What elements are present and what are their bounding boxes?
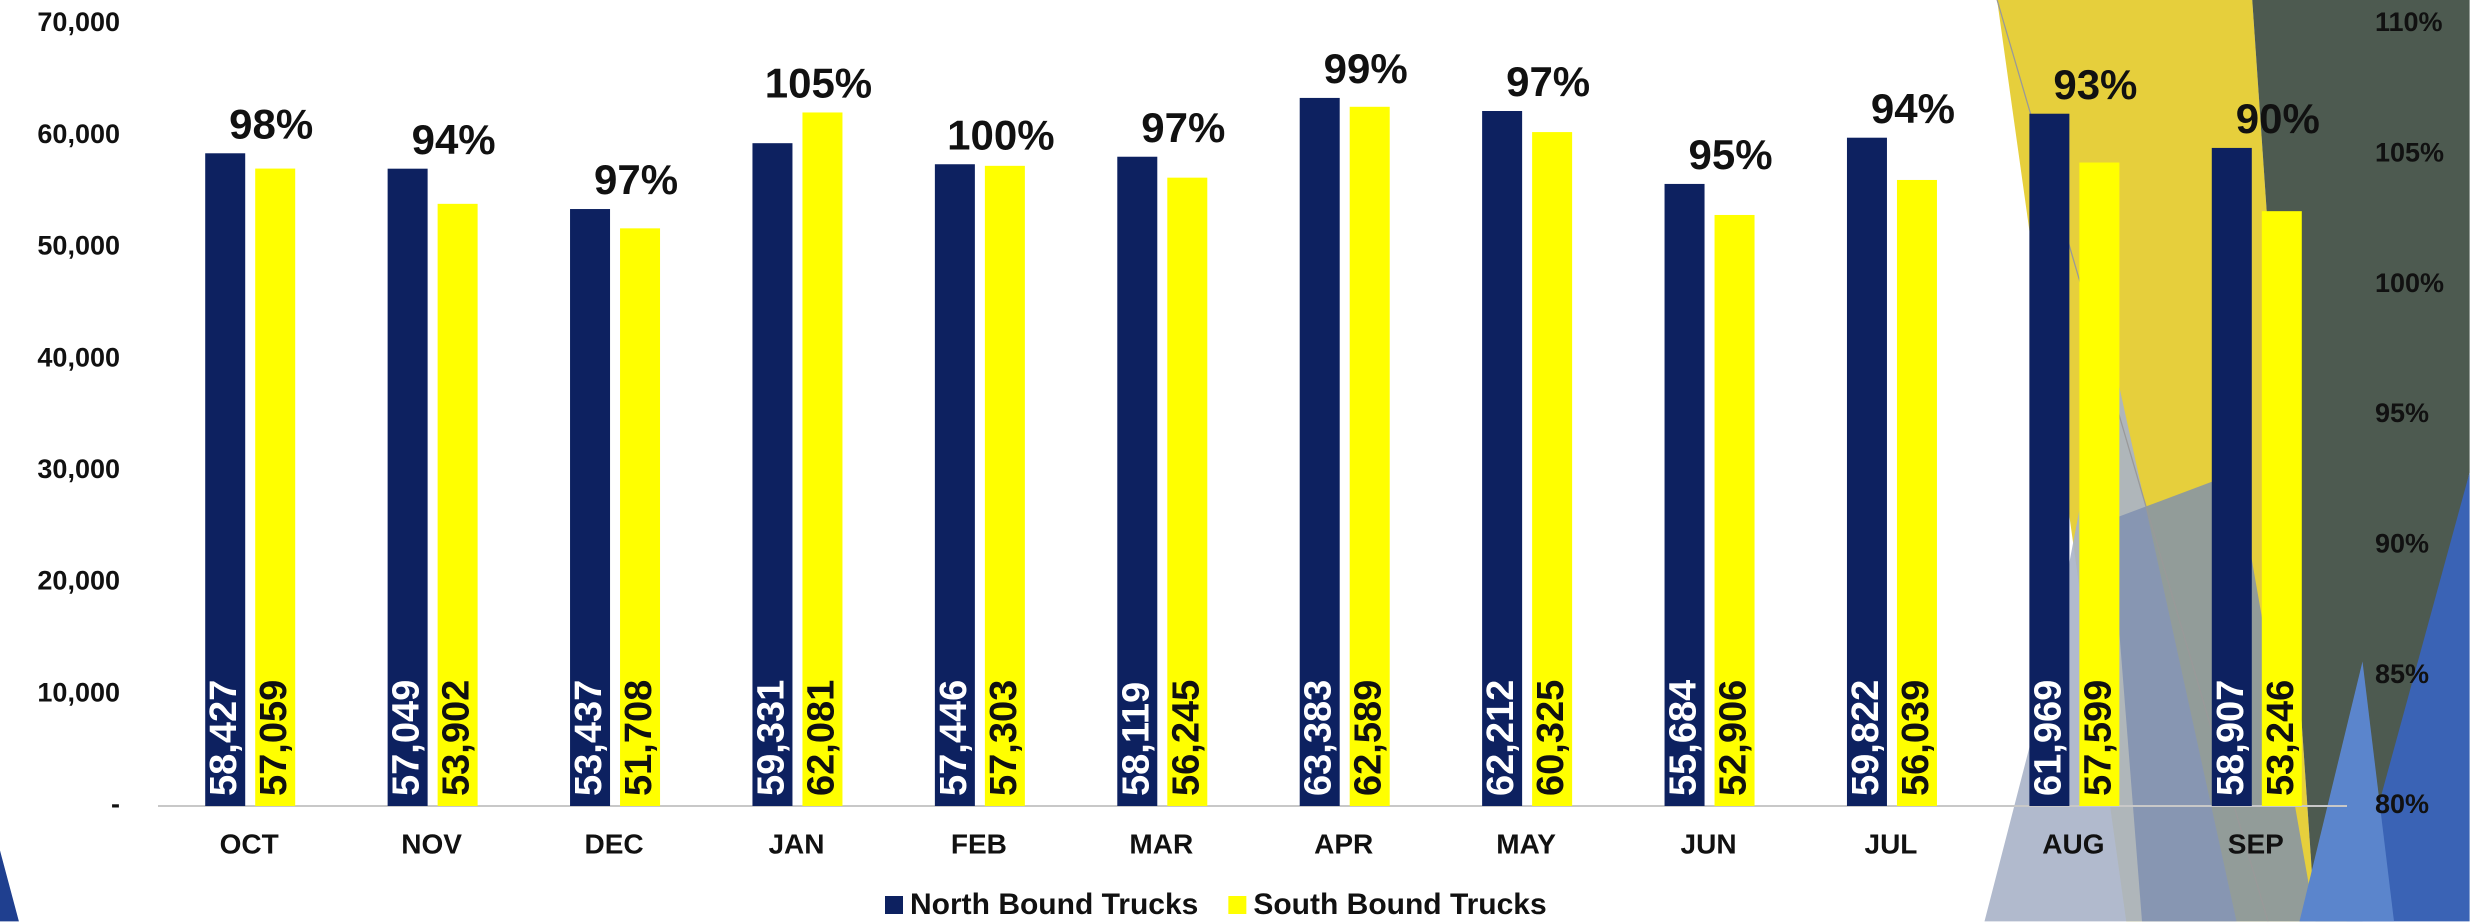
value-label: 58,119 [1115, 682, 1157, 796]
y2-tick-label: 80% [2375, 789, 2429, 819]
value-label: 62,589 [1348, 680, 1390, 796]
x-tick-label: AUG [2042, 828, 2104, 859]
ratio-label: 105% [765, 60, 872, 107]
y2-tick-label: 100% [2375, 268, 2444, 298]
value-label: 57,446 [933, 680, 975, 796]
value-label: 52,906 [1713, 680, 1755, 796]
ratio-label: 100% [947, 111, 1054, 158]
y-tick-label: 10,000 [37, 677, 120, 707]
y2-tick-label: 105% [2375, 137, 2444, 167]
chart: - 10,000 20,000 30,000 40,000 50,000 60,000 70,… [0, 0, 2470, 922]
value-label: 59,331 [750, 680, 792, 796]
ratio-label: 98% [229, 100, 313, 147]
y2-tick-label: 85% [2375, 659, 2429, 689]
x-tick-label: APR [1314, 828, 1373, 859]
ratio-label: 93% [2053, 61, 2137, 108]
x-tick-label: JAN [768, 828, 824, 859]
x-tick-label: MAR [1129, 828, 1193, 859]
value-label: 59,822 [1845, 680, 1887, 796]
value-label: 61,969 [2027, 680, 2069, 796]
x-tick-label: JUL [1865, 828, 1918, 859]
legend-swatch [1228, 896, 1246, 914]
y-tick-label: 40,000 [37, 342, 120, 372]
y-tick-label: 30,000 [37, 454, 120, 484]
value-label: 56,039 [1895, 680, 1937, 796]
y-tick-label: 60,000 [37, 119, 120, 149]
x-tick-label: DEC [584, 828, 643, 859]
value-label: 53,246 [2260, 680, 2302, 796]
y-tick-label: 70,000 [37, 7, 120, 37]
ratio-label: 99% [1324, 45, 1408, 92]
x-tick-label: SEP [2228, 828, 2284, 859]
value-label: 57,599 [2077, 680, 2119, 796]
legend-label: South Bound Trucks [1253, 888, 1546, 921]
x-tick-label: NOV [401, 828, 462, 859]
ratio-label: 94% [1871, 85, 1955, 132]
y2-tick-label: 110% [2375, 7, 2443, 37]
value-label: 58,427 [203, 680, 245, 796]
y2-tick-label: 95% [2375, 398, 2429, 428]
ratio-label: 95% [1689, 131, 1773, 178]
y-tick-label: 20,000 [37, 566, 120, 596]
ratio-label: 97% [594, 156, 678, 203]
value-label: 60,325 [1530, 680, 1572, 796]
x-tick-label: FEB [951, 828, 1007, 859]
value-label: 53,437 [568, 680, 610, 796]
ratio-label: 97% [1141, 104, 1225, 151]
x-tick-label: MAY [1496, 828, 1556, 859]
value-label: 57,049 [386, 680, 428, 796]
y-tick-label: 50,000 [37, 231, 120, 261]
y2-tick-label: 90% [2375, 528, 2429, 558]
ratio-label: 90% [2236, 95, 2320, 142]
value-label: 57,303 [983, 680, 1025, 796]
ratio-label: 97% [1506, 58, 1590, 105]
value-label: 62,081 [800, 680, 842, 796]
value-label: 58,907 [2210, 680, 2252, 796]
legend-label: North Bound Trucks [910, 888, 1198, 921]
value-label: 51,708 [618, 680, 660, 796]
value-label: 62,212 [1480, 680, 1522, 796]
x-tick-label: JUN [1681, 828, 1737, 859]
legend-swatch [885, 896, 903, 914]
value-label: 57,059 [253, 680, 295, 796]
x-tick-label: OCT [220, 828, 279, 859]
value-label: 56,245 [1165, 680, 1207, 796]
ratio-label: 94% [412, 116, 496, 163]
value-label: 55,684 [1663, 680, 1705, 796]
value-label: 63,383 [1298, 680, 1340, 796]
value-label: 53,902 [436, 680, 478, 796]
y-tick-label: - [111, 789, 120, 819]
